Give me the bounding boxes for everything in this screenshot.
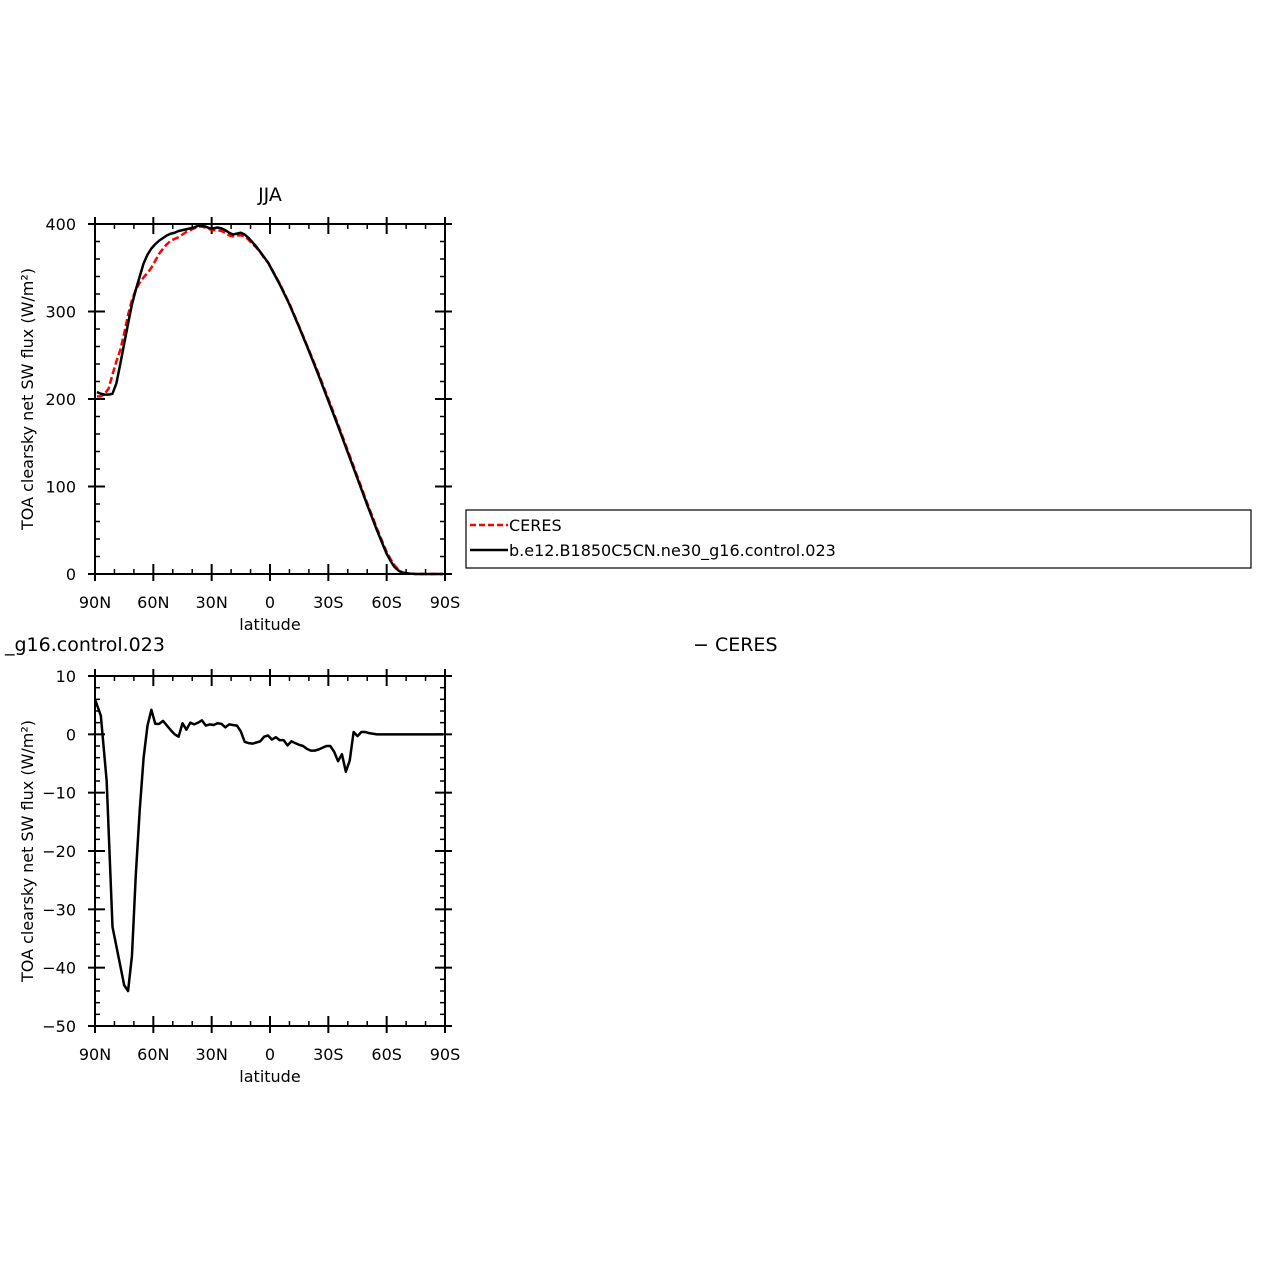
bottom-axis-ticks [88,669,452,1033]
top-series-line-1 [96,224,444,576]
top-panel-title: JJA [257,184,282,206]
bottom-x-tick-labels: 90N 60N 30N 0 30S 60S 90S [79,1045,460,1064]
top-y-tick-label: 0 [66,565,76,584]
top-y-tick-label: 200 [45,390,76,409]
top-series-group [96,224,444,576]
top-series-line-0 [96,225,444,576]
legend: CERES b.e12.B1850C5CN.ne30_g16.control.0… [465,509,1252,569]
bottom-series-line-0 [93,698,444,993]
top-x-tick-label: 60S [371,593,402,612]
top-x-tick-labels: 90N 60N 30N 0 30S 60S 90S [79,593,460,612]
top-x-tick-label: 60N [137,593,169,612]
bottom-y-tick-label: 0 [66,725,76,744]
top-x-axis-label: latitude [239,615,300,634]
bottom-x-tick-label: 30S [313,1045,344,1064]
bottom-y-tick-labels: 10 0 −10 −20 −30 −40 −50 [42,667,76,1036]
bottom-y-axis-label: TOA clearsky net SW flux (W/m²) [18,720,37,983]
bottom-x-tick-label: 60S [371,1045,402,1064]
top-y-axis-label: TOA clearsky net SW flux (W/m²) [18,268,37,531]
top-panel: JJA 90N 60N 30N 0 30S 60S 90S 0 100 200 300 400 la… [18,184,460,634]
top-x-tick-label: 0 [265,593,275,612]
bottom-x-tick-label: 90N [79,1045,111,1064]
bottom-x-tick-label: 0 [265,1045,275,1064]
legend-box [465,509,1252,569]
bottom-y-tick-label: 10 [56,667,76,686]
top-plot-frame [94,223,446,575]
bottom-x-tick-label: 90S [430,1045,461,1064]
bottom-y-tick-label: −20 [42,842,76,861]
bottom-series-group [93,698,444,993]
legend-label-ceres: CERES [509,516,562,535]
bottom-panel-title-right: − CERES [693,634,778,656]
bottom-panel-title: _g16.control.023 [4,634,165,656]
bottom-x-tick-label: 60N [137,1045,169,1064]
bottom-x-axis-label: latitude [239,1067,300,1086]
bottom-y-tick-label: −50 [42,1017,76,1036]
bottom-y-tick-label: −40 [42,959,76,978]
top-y-tick-label: 300 [45,303,76,322]
top-y-tick-labels: 0 100 200 300 400 [45,215,76,584]
legend-label-model: b.e12.B1850C5CN.ne30_g16.control.023 [509,541,836,561]
top-x-tick-label: 30S [313,593,344,612]
top-x-tick-label: 30N [196,593,228,612]
top-x-tick-label: 90N [79,593,111,612]
top-y-tick-label: 100 [45,478,76,497]
bottom-x-tick-label: 30N [196,1045,228,1064]
bottom-y-tick-label: −10 [42,784,76,803]
bottom-y-tick-label: −30 [42,900,76,919]
top-y-tick-label: 400 [45,215,76,234]
bottom-panel: _g16.control.023 − CERES 90N 60N 30N 0 30S 60… [4,634,778,1086]
top-axis-ticks [88,217,452,581]
top-x-tick-label: 90S [430,593,461,612]
